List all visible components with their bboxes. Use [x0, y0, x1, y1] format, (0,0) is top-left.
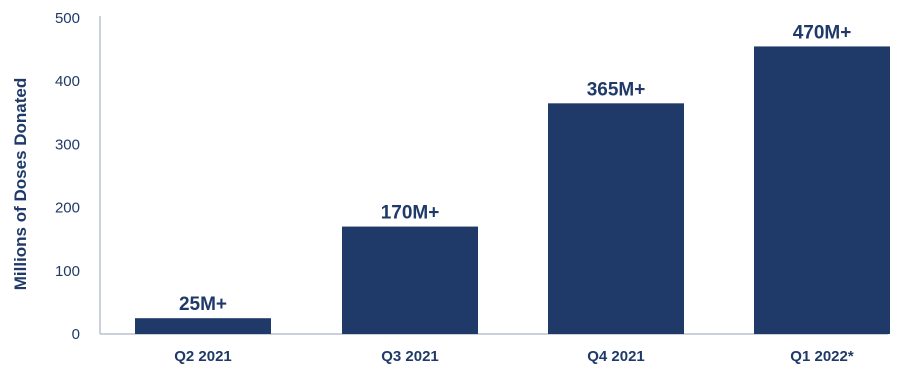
x-tick-label: Q1 2022* [790, 348, 854, 365]
y-tick-label: 500 [55, 10, 80, 27]
category-labels: Q2 2021 Q3 2021 Q4 2021 Q1 2022* [174, 348, 854, 365]
bar [342, 226, 478, 334]
bar [754, 46, 890, 334]
y-tick-label: 400 [55, 73, 80, 90]
x-tick-label: Q2 2021 [174, 348, 232, 365]
y-tick-label: 100 [55, 263, 80, 280]
x-tick-label: Q3 2021 [381, 348, 439, 365]
y-tick-label: 200 [55, 200, 80, 217]
data-label: 25M+ [179, 294, 227, 315]
y-tick-label: 0 [72, 326, 80, 343]
x-tick-label: Q4 2021 [587, 348, 645, 365]
bar [135, 318, 271, 334]
y-tick-label: 300 [55, 136, 80, 153]
y-ticks: 0 100 200 300 400 500 [55, 10, 80, 343]
data-label: 170M+ [381, 203, 440, 224]
data-label: 470M+ [793, 22, 852, 43]
bars [135, 46, 890, 334]
data-labels: 25M+ 170M+ 365M+ 470M+ [179, 22, 851, 315]
data-label: 365M+ [587, 79, 646, 100]
bar [548, 103, 684, 334]
y-axis-title: Millions of Doses Donated [11, 78, 30, 291]
